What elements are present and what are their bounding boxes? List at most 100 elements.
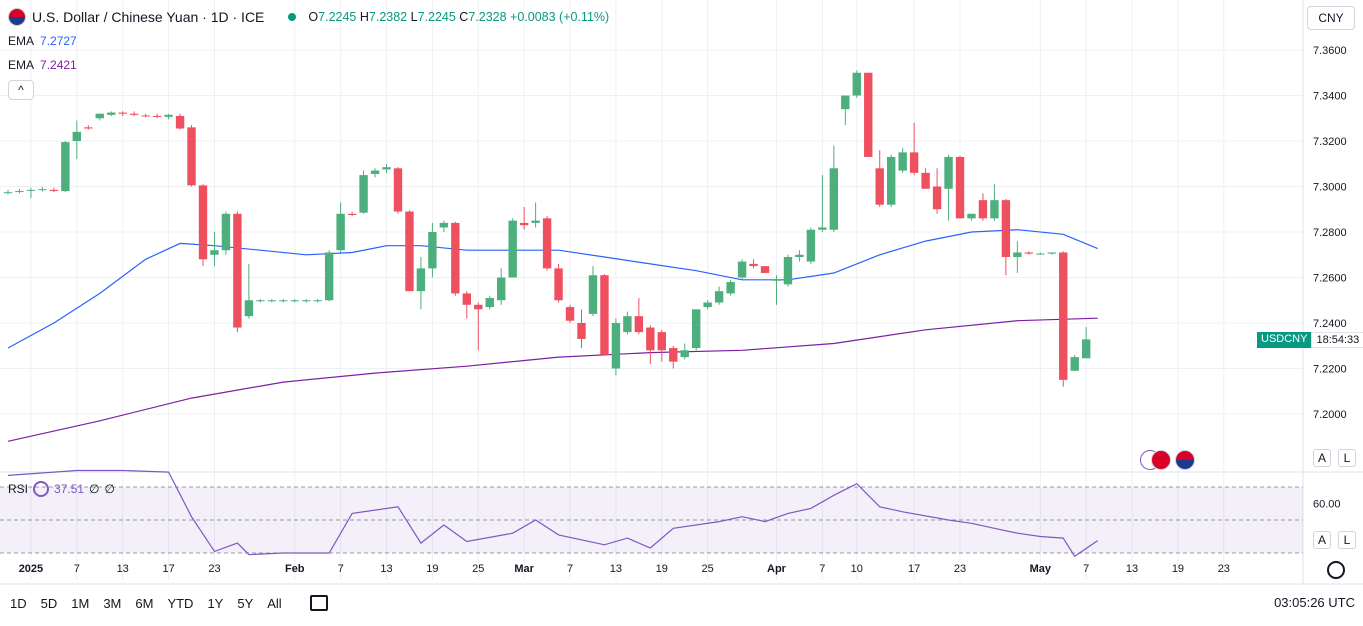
candle	[542, 216, 552, 271]
candle	[210, 232, 219, 267]
candle-body	[714, 291, 724, 303]
candle	[657, 329, 666, 362]
price-tick: 7.3400	[1313, 91, 1347, 103]
time-tick: Feb	[285, 563, 305, 575]
currency-button[interactable]: CNY	[1307, 6, 1355, 30]
rsi-auto-scale-button[interactable]: A	[1313, 531, 1331, 549]
candle	[841, 95, 850, 126]
rsi-panel: 60.00	[0, 469, 1341, 558]
tf-6m[interactable]: 6M	[135, 595, 154, 611]
candle	[405, 210, 414, 292]
symbol-title[interactable]: U.S. Dollar / Chinese Yuan · 1D · ICE	[32, 9, 265, 25]
usd-flag-icon[interactable]	[1175, 450, 1195, 470]
candle-body	[129, 113, 139, 115]
candle-body	[760, 266, 770, 273]
candle	[26, 187, 36, 198]
settings-gear-icon[interactable]	[1327, 561, 1345, 579]
candle	[1024, 251, 1034, 255]
candle	[439, 220, 449, 232]
time-tick: 2025	[19, 563, 43, 575]
clock[interactable]: 03:05:26 UTC	[1274, 595, 1355, 610]
time-tick: 7	[567, 563, 573, 575]
candle	[95, 113, 104, 121]
time-tick: 17	[162, 563, 174, 575]
candle-body	[955, 156, 965, 219]
candle-body	[875, 168, 884, 205]
candle-body	[336, 213, 345, 251]
candle	[141, 113, 150, 118]
collapse-legend-button[interactable]: ^	[8, 80, 34, 100]
candle	[359, 170, 368, 214]
candle	[703, 300, 712, 310]
price-tick: 7.2800	[1313, 227, 1347, 239]
candle	[519, 206, 529, 230]
candle	[864, 72, 873, 157]
tf-1d[interactable]: 1D	[10, 595, 27, 611]
time-tick: 23	[1218, 563, 1230, 575]
candle-body	[451, 222, 460, 294]
candle-body	[382, 167, 391, 170]
rsi-legend[interactable]: RSI 37.51 ∅ ∅	[8, 481, 115, 497]
candle	[726, 279, 735, 296]
candle-body	[623, 316, 632, 333]
time-tick: Apr	[767, 563, 787, 575]
candle	[714, 286, 724, 305]
ema-legend-2[interactable]: EMA 7.2421	[8, 58, 77, 72]
tf-ytd[interactable]: YTD	[167, 595, 194, 611]
candle-body	[726, 282, 735, 294]
calendar-icon[interactable]	[309, 595, 328, 611]
candle	[198, 184, 208, 267]
candle	[244, 263, 254, 319]
change-value: +0.0083 (+0.11%)	[510, 10, 610, 24]
candle	[944, 154, 953, 221]
candle	[611, 318, 621, 376]
candle	[634, 297, 644, 335]
tf-5y[interactable]: 5Y	[237, 595, 254, 611]
candle-body	[531, 220, 540, 223]
candle-body	[267, 300, 277, 302]
candles	[3, 70, 1091, 387]
candle	[393, 167, 403, 214]
candle-body	[703, 302, 712, 308]
tf-5d[interactable]: 5D	[40, 595, 58, 611]
candle-body	[508, 220, 517, 278]
auto-scale-button[interactable]: A	[1313, 449, 1331, 467]
candle	[852, 70, 861, 98]
candle-body	[15, 191, 24, 193]
candle	[1036, 252, 1045, 255]
candle-body	[439, 222, 449, 228]
candle	[451, 221, 460, 296]
time-tick: 10	[851, 563, 863, 575]
candle-body	[152, 115, 162, 117]
candle-body	[692, 309, 701, 349]
candle-body	[302, 300, 311, 302]
price-tick: 7.3600	[1313, 45, 1347, 57]
tf-1m[interactable]: 1M	[71, 595, 90, 611]
candle	[290, 299, 299, 303]
tf-3m[interactable]: 3M	[103, 595, 122, 611]
candle	[1081, 327, 1091, 359]
candle-body	[428, 232, 437, 269]
candle-body	[1059, 252, 1068, 380]
candle-body	[588, 275, 598, 314]
candle	[818, 175, 827, 232]
candle	[508, 218, 517, 278]
candle-body	[634, 316, 644, 333]
candle	[107, 111, 116, 116]
time-tick: 17	[908, 563, 920, 575]
rsi-log-scale-button[interactable]: L	[1338, 531, 1356, 549]
candle-body	[600, 275, 609, 355]
log-scale-button[interactable]: L	[1338, 449, 1356, 467]
cny-flag-icon[interactable]	[1151, 450, 1171, 470]
candle	[623, 311, 632, 335]
symbol-legend: U.S. Dollar / Chinese Yuan · 1D · ICE O7…	[8, 8, 609, 26]
candle	[3, 189, 13, 195]
candle-body	[818, 227, 827, 230]
time-tick: 13	[380, 563, 392, 575]
tf-1y[interactable]: 1Y	[207, 595, 224, 611]
candle-body	[978, 200, 988, 219]
tf-all[interactable]: All	[267, 595, 282, 611]
ema-legend-1[interactable]: EMA 7.2727	[8, 34, 77, 48]
